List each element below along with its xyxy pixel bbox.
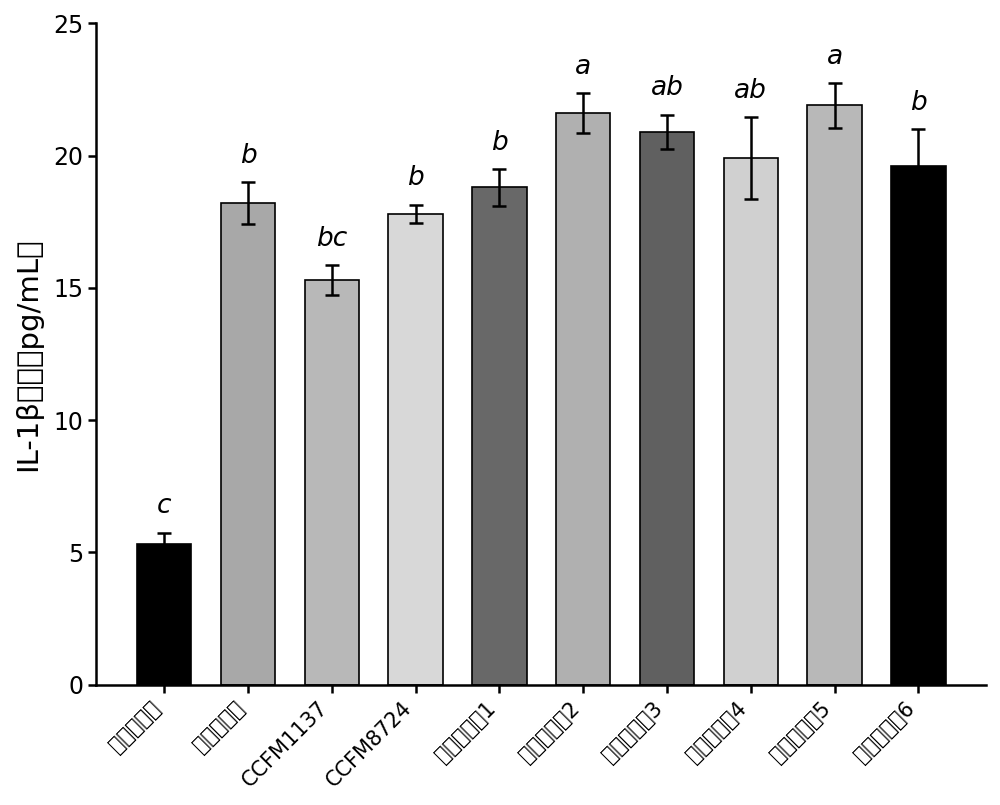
Bar: [137, 544, 191, 685]
Bar: [556, 114, 610, 685]
Bar: [891, 166, 946, 685]
Text: b: b: [240, 142, 256, 169]
Bar: [221, 203, 275, 685]
Bar: [807, 105, 862, 685]
Bar: [724, 159, 778, 685]
Bar: [472, 188, 527, 685]
Bar: [305, 280, 359, 685]
Text: a: a: [575, 54, 591, 80]
Text: c: c: [157, 493, 171, 519]
Text: b: b: [407, 165, 424, 192]
Y-axis label: IL-1β含量（pg/mL）: IL-1β含量（pg/mL）: [14, 237, 42, 471]
Bar: [640, 132, 694, 685]
Bar: [388, 214, 443, 685]
Text: bc: bc: [316, 226, 347, 252]
Text: b: b: [491, 130, 508, 155]
Text: ab: ab: [651, 76, 683, 101]
Text: ab: ab: [734, 78, 767, 104]
Text: b: b: [910, 90, 927, 116]
Text: a: a: [827, 43, 843, 70]
